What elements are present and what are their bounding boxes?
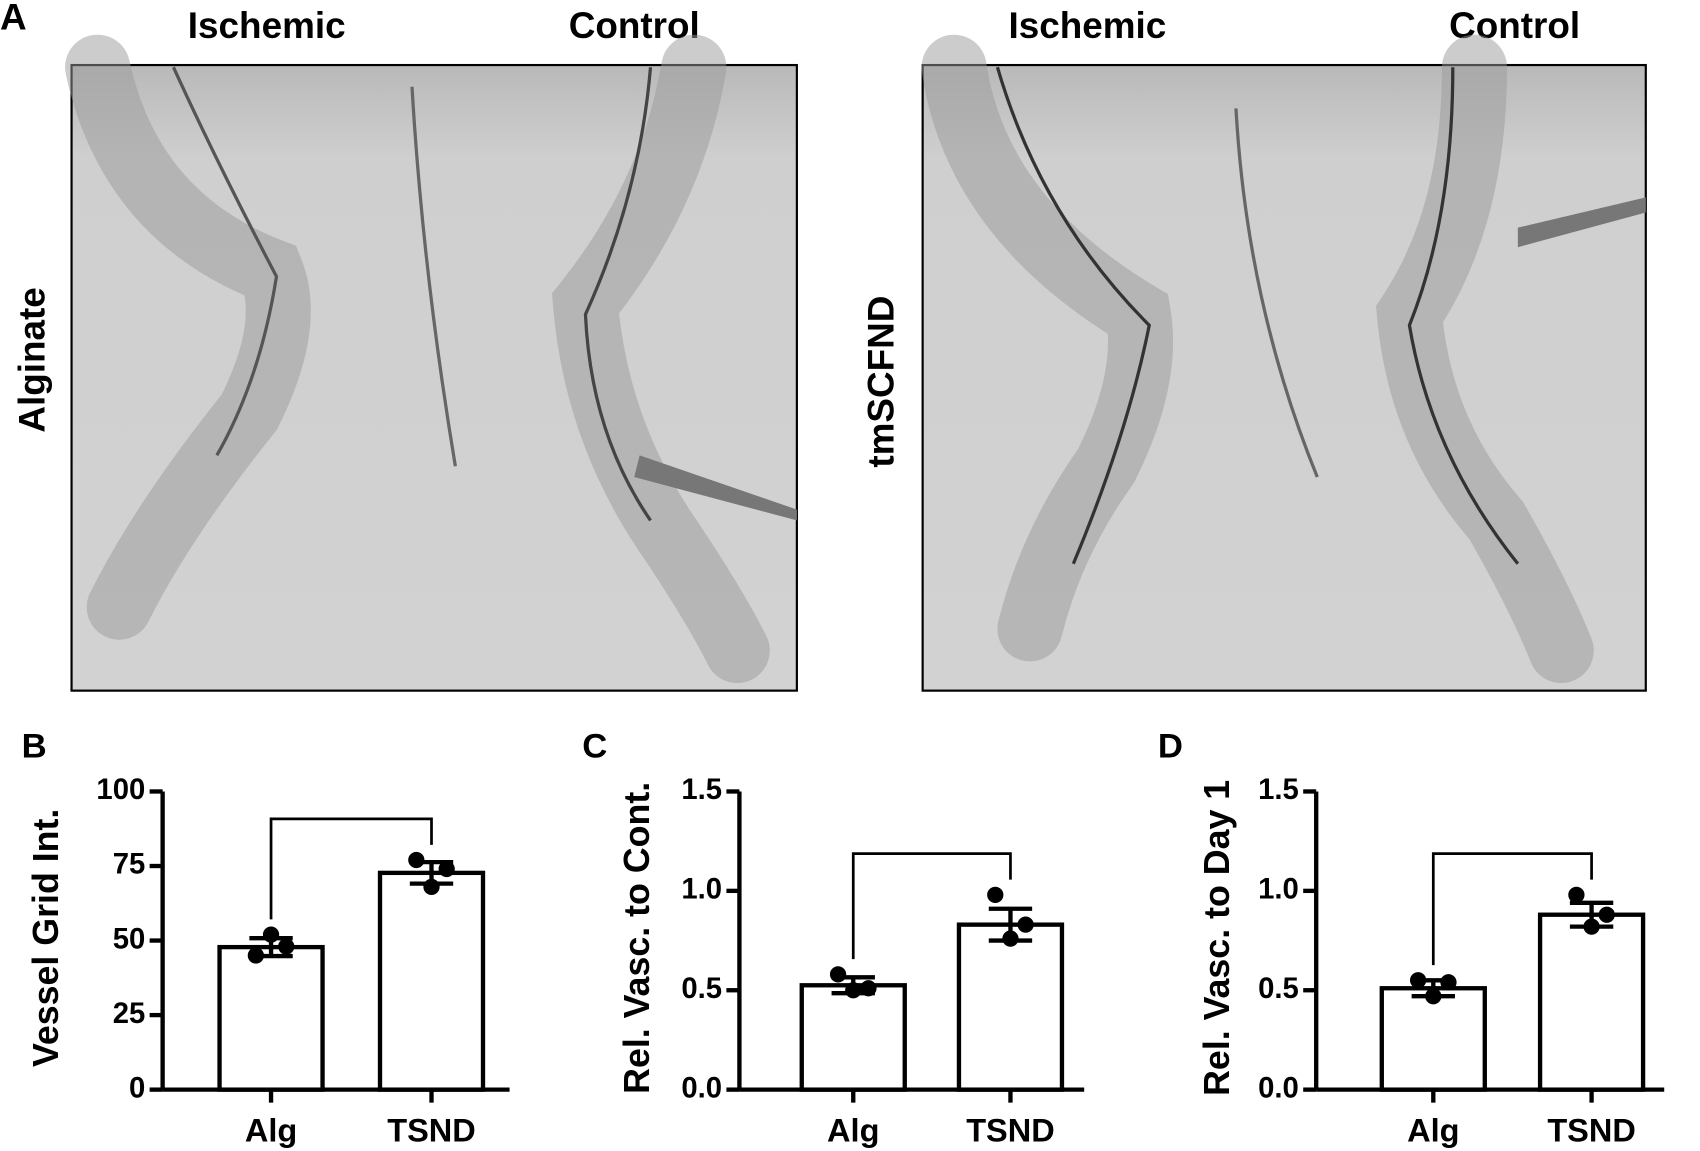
y-tick-label: 1.0: [1258, 874, 1299, 906]
column-label: Ischemic: [1009, 5, 1167, 46]
data-point: [423, 878, 440, 896]
angiogram-image: [921, 34, 1647, 692]
y-tick-label: 1.5: [681, 774, 722, 806]
data-point: [278, 938, 295, 955]
bar: [956, 922, 1065, 1092]
row-label: tmSCFND: [860, 296, 901, 468]
x-tick-label: TSND: [966, 1113, 1055, 1149]
data-point: [987, 886, 1004, 903]
data-point: [1568, 886, 1585, 903]
data-point: [438, 860, 455, 878]
y-tick-label: 1.0: [681, 874, 722, 906]
data-point: [247, 947, 264, 964]
x-tick-label: TSND: [1547, 1113, 1636, 1149]
y-tick-label: 0.0: [681, 1072, 722, 1104]
bar: [377, 870, 486, 1092]
panel-label: C: [582, 727, 607, 765]
x-tick-label: TSND: [387, 1113, 476, 1149]
data-point: [845, 982, 862, 999]
data-point: [262, 926, 280, 943]
data-point: [1017, 916, 1034, 933]
data-point: [829, 966, 847, 983]
y-axis-label: Rel. Vasc. to Day 1: [1197, 780, 1237, 1096]
x-tick-label: Alg: [245, 1113, 297, 1149]
y-tick-label: 50: [113, 923, 146, 955]
data-point: [1409, 972, 1427, 989]
bar: [217, 944, 325, 1092]
y-tick-label: 1.5: [1258, 774, 1299, 806]
data-point: [408, 851, 425, 869]
y-axis-label: Rel. Vasc. to Cont.: [617, 782, 657, 1094]
panel-label: B: [22, 727, 47, 765]
angiogram-image: [65, 34, 798, 692]
bar: [799, 983, 907, 1092]
y-axis-label: Vessel Grid Int.: [26, 809, 66, 1067]
y-tick-label: 75: [113, 849, 146, 881]
data-point: [1440, 974, 1457, 991]
x-tick-label: Alg: [827, 1113, 879, 1149]
y-tick-label: 0.0: [1258, 1072, 1299, 1104]
data-point: [1002, 930, 1019, 947]
panel-label: D: [1158, 727, 1183, 765]
y-tick-label: 0.5: [681, 973, 722, 1005]
significance-bracket: [1431, 852, 1593, 966]
data-point: [1583, 918, 1600, 935]
bar: [1537, 912, 1646, 1092]
data-point: [860, 980, 877, 997]
y-tick-label: 0.5: [1258, 973, 1299, 1005]
row-label: Alginate: [11, 287, 52, 432]
significance-bracket: [269, 817, 433, 920]
y-tick-label: 25: [113, 998, 146, 1030]
data-point: [1598, 906, 1615, 923]
y-tick-label: 0: [129, 1072, 145, 1104]
column-label: Ischemic: [188, 5, 346, 46]
x-tick-label: Alg: [1407, 1113, 1459, 1149]
y-tick-label: 100: [96, 774, 145, 806]
significance-bracket: [851, 852, 1012, 960]
data-point: [1425, 988, 1442, 1005]
panel-label: A: [0, 0, 27, 37]
